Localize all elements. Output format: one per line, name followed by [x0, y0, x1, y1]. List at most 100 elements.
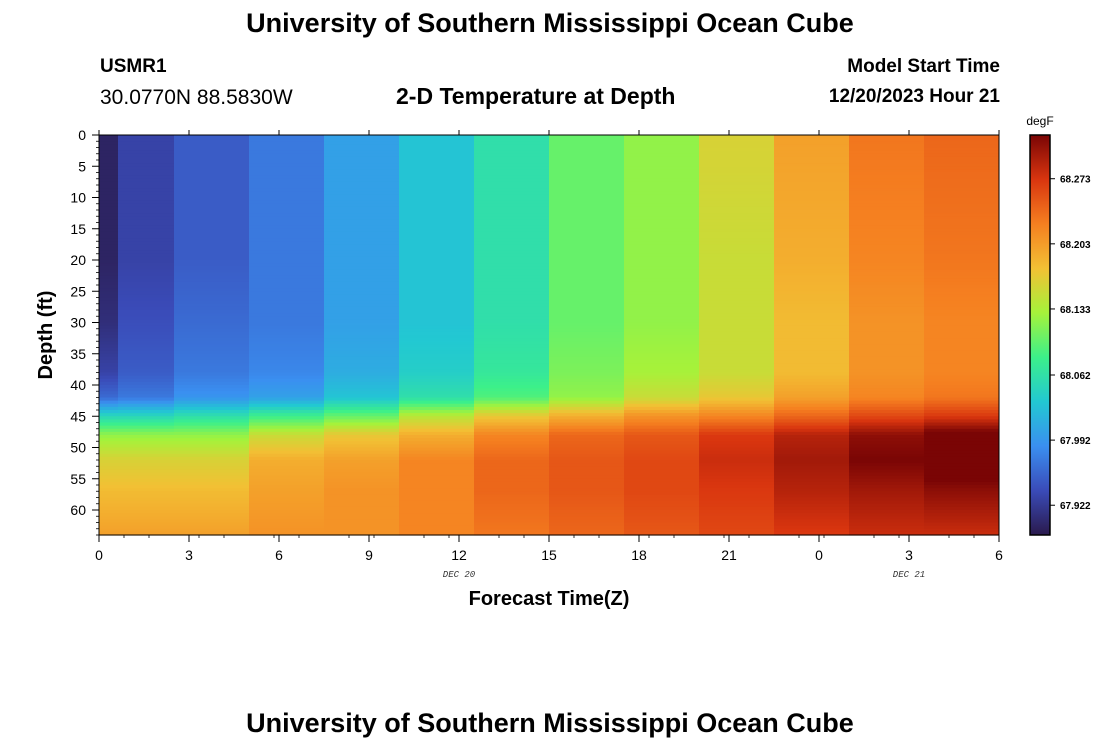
heatmap-cell: [774, 528, 849, 533]
heatmap-cell: [324, 353, 399, 358]
heatmap-cell: [174, 391, 249, 395]
heatmap-cell: [399, 347, 474, 352]
heatmap-cell: [249, 456, 324, 461]
heatmap-cell: [474, 391, 549, 395]
heatmap-cell: [174, 366, 249, 370]
heatmap-cell: [324, 513, 399, 517]
heatmap-cell: [774, 416, 849, 420]
colorbar-tick-label: 68.062: [1060, 371, 1091, 382]
heatmap-cell: [924, 135, 999, 139]
heatmap-cell: [399, 375, 474, 380]
heatmap-cell: [774, 463, 849, 467]
heatmap-cell: [924, 397, 999, 402]
heatmap-cell: [249, 288, 324, 292]
heatmap-cell: [849, 431, 924, 436]
heatmap-cell: [99, 188, 118, 192]
heatmap-cell: [249, 300, 324, 305]
heatmap-cell: [624, 475, 699, 480]
heatmap-cell: [774, 450, 849, 455]
heatmap-cell: [849, 444, 924, 449]
y-tick-label: 20: [70, 252, 86, 268]
heatmap-cell: [118, 291, 174, 295]
heatmap-cell: [849, 219, 924, 224]
heatmap-cell: [249, 466, 324, 470]
heatmap-cell: [99, 475, 118, 480]
heatmap-cell: [174, 428, 249, 433]
heatmap-cell: [324, 166, 399, 170]
heatmap-cell: [699, 419, 774, 424]
heatmap-cell: [924, 160, 999, 164]
heatmap-cell: [474, 150, 549, 155]
heatmap-cell: [699, 472, 774, 477]
heatmap-cell: [99, 206, 118, 211]
heatmap-cell: [399, 428, 474, 433]
heatmap-cell: [849, 210, 924, 214]
heatmap-cell: [249, 522, 324, 527]
heatmap-cell: [249, 203, 324, 208]
heatmap-cell: [174, 510, 249, 514]
heatmap-cell: [249, 531, 324, 536]
y-tick-label: 55: [70, 471, 86, 487]
heatmap-cell: [118, 531, 174, 536]
heatmap-cell: [99, 253, 118, 258]
heatmap-cell: [924, 306, 999, 311]
heatmap-cell: [474, 163, 549, 167]
heatmap-cell: [924, 275, 999, 280]
heatmap-cell: [324, 531, 399, 536]
heatmap-cell: [174, 203, 249, 208]
heatmap-cell: [549, 338, 624, 342]
heatmap-cell: [549, 494, 624, 499]
heatmap-cell: [399, 403, 474, 408]
heatmap-cell: [474, 294, 549, 299]
heatmap-cell: [174, 306, 249, 311]
heatmap-cell: [99, 363, 118, 367]
heatmap-cell: [549, 375, 624, 380]
heatmap-cell: [924, 360, 999, 364]
heatmap-cell: [249, 394, 324, 399]
heatmap-cell: [774, 481, 849, 486]
heatmap-cell: [774, 456, 849, 461]
heatmap-cell: [774, 460, 849, 464]
heatmap-cell: [324, 413, 399, 417]
x-tick-label: 15: [541, 547, 557, 563]
heatmap-cell: [399, 341, 474, 345]
heatmap-cell: [118, 147, 174, 152]
heatmap-cell: [324, 247, 399, 252]
heatmap-cell: [699, 356, 774, 361]
heatmap-cell: [118, 225, 174, 230]
heatmap-cell: [399, 153, 474, 158]
heatmap-cell: [549, 525, 624, 530]
heatmap-cell: [924, 266, 999, 270]
heatmap-cell: [99, 172, 118, 177]
heatmap-cell: [474, 366, 549, 370]
heatmap-cell: [924, 528, 999, 533]
heatmap-cell: [549, 335, 624, 339]
heatmap-cell: [99, 391, 118, 395]
heatmap-cell: [118, 475, 174, 480]
heatmap-cell: [399, 363, 474, 367]
heatmap-cell: [699, 256, 774, 261]
heatmap-cell: [99, 503, 118, 508]
heatmap-cell: [699, 341, 774, 345]
heatmap-cell: [324, 238, 399, 242]
heatmap-cell: [118, 478, 174, 483]
heatmap-cell: [399, 250, 474, 255]
heatmap-cell: [699, 369, 774, 374]
heatmap-cell: [624, 460, 699, 464]
heatmap-cell: [774, 453, 849, 458]
heatmap-cell: [249, 528, 324, 533]
heatmap-cell: [118, 460, 174, 464]
heatmap-cell: [324, 397, 399, 402]
heatmap-cell: [118, 200, 174, 205]
heatmap-cell: [399, 206, 474, 211]
heatmap-cell: [624, 428, 699, 433]
heatmap-cell: [549, 469, 624, 474]
heatmap-cell: [849, 360, 924, 364]
heatmap-cell: [399, 531, 474, 536]
heatmap-cell: [849, 231, 924, 236]
heatmap-cell: [774, 141, 849, 145]
heatmap-cell: [99, 225, 118, 230]
heatmap-cell: [118, 488, 174, 492]
heatmap-cell: [474, 266, 549, 270]
heatmap-cell: [324, 378, 399, 383]
